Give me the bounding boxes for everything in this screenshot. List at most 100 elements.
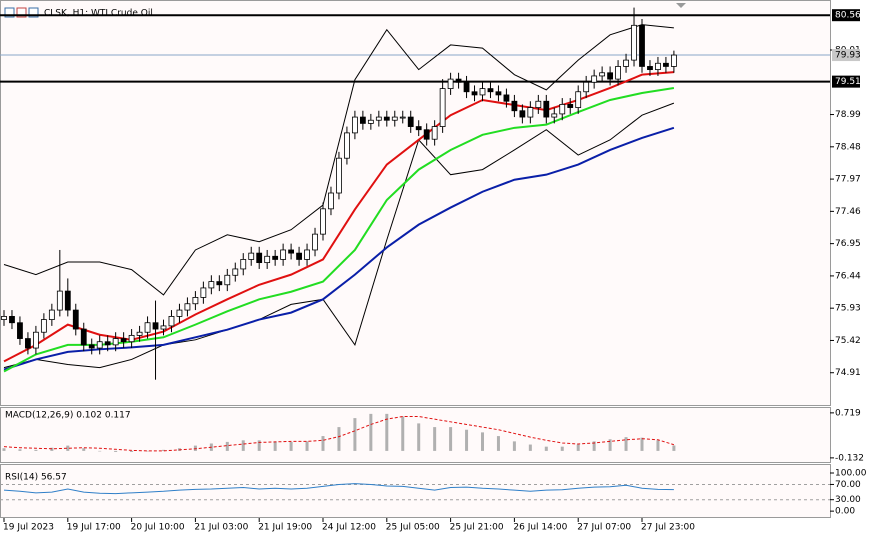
x-tick-label: 27 Jul 07:00 <box>577 523 631 533</box>
signal-line <box>3 416 675 452</box>
candle-body <box>607 72 613 80</box>
x-tick-label: 20 Jul 10:00 <box>131 523 185 533</box>
x-tick-label: 19 Jul 2023 <box>3 523 54 533</box>
rsi-title: RSI(14) 56.57 <box>5 473 67 483</box>
rsi-line <box>3 483 674 495</box>
y-tick-label: 30.00 <box>835 495 861 505</box>
candle-body <box>623 59 629 67</box>
candle-body <box>407 116 414 127</box>
macd-bar <box>321 436 325 451</box>
candle-body <box>152 322 159 330</box>
candle-body <box>264 255 271 264</box>
macd-bar <box>465 429 469 451</box>
candle-body <box>575 91 582 108</box>
macd-bar <box>417 423 421 451</box>
candle-body <box>200 287 207 298</box>
macd-bar <box>576 444 580 451</box>
candle-body <box>639 24 645 67</box>
macd-bar <box>672 445 676 451</box>
y-tick-label: 78.48 <box>835 142 861 152</box>
candle-body <box>208 281 215 289</box>
candle-body <box>1 316 7 320</box>
candle-body <box>663 62 669 67</box>
macd-bar <box>496 436 500 451</box>
level-label: 80.56 <box>835 11 861 21</box>
candle-body <box>304 249 310 260</box>
candle-body <box>320 208 326 235</box>
candle-body <box>455 78 462 83</box>
y-tick-label: -0.132 <box>835 453 864 463</box>
macd-bar <box>50 447 54 451</box>
candle-body <box>503 94 510 102</box>
y-tick-label: 78.99 <box>835 110 861 120</box>
candle-body <box>248 252 255 260</box>
candle-body <box>463 81 470 93</box>
y-tick-label: 100.00 <box>835 469 867 479</box>
macd-bar <box>66 445 70 451</box>
candle-body <box>479 88 486 96</box>
macd-bar <box>34 449 38 451</box>
candle-body <box>383 116 390 121</box>
candle-body <box>415 126 422 131</box>
macd-bar <box>369 413 373 451</box>
macd-bar <box>592 441 596 451</box>
x-tick-label: 24 Jul 12:00 <box>322 523 376 533</box>
candle-body <box>17 322 23 339</box>
macd-bar <box>305 441 309 451</box>
macd-bar <box>146 450 150 452</box>
candle-body <box>551 113 558 118</box>
main-pane <box>0 0 831 406</box>
candle-body <box>647 66 653 71</box>
price-label: 79.93 <box>835 51 861 61</box>
level-label-bg <box>832 9 860 22</box>
macd-bar <box>98 450 102 452</box>
candle-body <box>527 107 534 118</box>
chart-title: CLSK, H1: WTI Crude Oil <box>44 9 153 19</box>
candle-body <box>359 116 366 124</box>
macd-bar <box>225 441 229 451</box>
candle-body <box>671 54 677 67</box>
macd-bar <box>114 450 118 452</box>
x-tick-label: 19 Jul 17:00 <box>67 523 121 533</box>
candle-body <box>375 116 382 121</box>
candle-body <box>88 344 95 349</box>
candle-body <box>519 110 526 118</box>
candle-body <box>423 129 430 140</box>
candle-body <box>48 309 55 320</box>
candle-body <box>80 328 87 346</box>
macd-bar <box>528 444 532 451</box>
candle-body <box>144 322 151 333</box>
candle-body <box>72 309 79 330</box>
candle-body <box>192 297 199 305</box>
macd-bar <box>385 413 389 451</box>
macd-bar <box>273 441 277 451</box>
candle-body <box>280 249 287 260</box>
macd-bar <box>162 449 165 451</box>
y-tick-label: 75.93 <box>835 304 861 314</box>
candle-body <box>615 66 621 80</box>
candle-body <box>367 119 374 124</box>
candle-body <box>288 249 295 254</box>
macd-bar <box>82 448 86 451</box>
candle-body <box>232 268 239 276</box>
candle-body <box>272 255 279 260</box>
candle-body <box>447 78 454 89</box>
y-tick-label: 75.42 <box>835 336 861 346</box>
candle-body <box>351 116 358 134</box>
candle-body <box>25 338 31 349</box>
candle-body <box>391 116 398 121</box>
candle-body <box>176 309 183 317</box>
macd-title: MACD(12,26,9) 0.102 0.117 <box>5 411 131 421</box>
candle-body <box>511 100 518 112</box>
x-tick-label: 21 Jul 03:00 <box>194 523 248 533</box>
candle-body <box>495 91 502 96</box>
candle-body <box>112 338 119 346</box>
candle-body <box>120 338 127 343</box>
macd-bar <box>512 441 516 451</box>
macd-bar <box>656 440 660 451</box>
candle-body <box>56 290 63 311</box>
candle-body <box>40 319 47 333</box>
y-tick-label: 74.91 <box>835 368 861 378</box>
macd-bar <box>624 437 628 451</box>
macd-bar <box>449 427 453 451</box>
